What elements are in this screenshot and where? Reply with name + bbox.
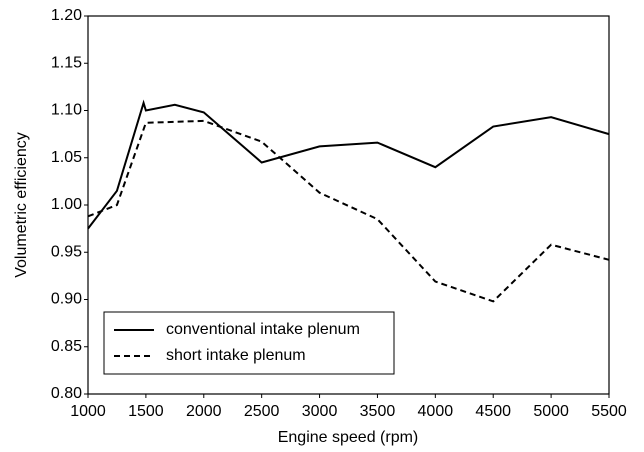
x-tick-label: 5500 (591, 403, 627, 420)
x-tick-label: 4000 (418, 403, 454, 420)
x-tick-label: 5000 (533, 403, 569, 420)
x-tick-label: 2000 (186, 403, 222, 420)
plot-frame (87, 15, 610, 395)
legend-label: short intake plenum (166, 347, 306, 364)
y-tick-label: 1.10 (51, 102, 82, 119)
y-tick-label: 0.95 (51, 243, 82, 260)
x-tick-label: 4500 (475, 403, 511, 420)
y-tick-label: 1.00 (51, 196, 82, 213)
y-tick-label: 0.85 (51, 338, 82, 355)
line-series (87, 119, 610, 303)
y-tick-label: 1.15 (51, 54, 82, 71)
x-tick-label: 2500 (244, 403, 280, 420)
y-tick-label: 1.05 (51, 149, 82, 166)
x-axis-label: Engine speed (rpm) (278, 429, 419, 446)
y-tick-label: 1.20 (51, 7, 82, 24)
legend-box (103, 311, 395, 375)
x-tick-label: 3000 (302, 403, 338, 420)
x-tick-label: 3500 (360, 403, 396, 420)
x-tick-label: 1500 (128, 403, 164, 420)
y-axis-label: Volumetric efficiency (13, 132, 30, 278)
legend-label: conventional intake plenum (166, 321, 360, 338)
y-tick-label: 0.80 (51, 385, 82, 402)
y-tick-label: 0.90 (51, 291, 82, 308)
x-tick-label: 1000 (70, 403, 106, 420)
line-series (87, 99, 610, 230)
